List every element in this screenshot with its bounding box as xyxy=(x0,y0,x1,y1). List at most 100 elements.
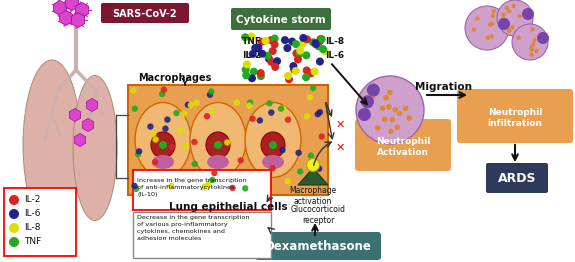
Circle shape xyxy=(302,51,310,59)
Circle shape xyxy=(321,47,329,55)
Circle shape xyxy=(208,88,214,95)
Ellipse shape xyxy=(361,95,374,108)
Circle shape xyxy=(285,117,291,123)
Circle shape xyxy=(485,35,490,40)
Circle shape xyxy=(247,99,254,106)
Circle shape xyxy=(279,147,286,153)
Circle shape xyxy=(497,0,533,36)
Circle shape xyxy=(131,183,138,189)
Text: Cytokine storm: Cytokine storm xyxy=(236,15,326,25)
Circle shape xyxy=(271,63,279,71)
Circle shape xyxy=(9,209,19,219)
Ellipse shape xyxy=(73,75,117,221)
Ellipse shape xyxy=(206,132,230,158)
Circle shape xyxy=(316,58,324,66)
FancyBboxPatch shape xyxy=(133,212,271,258)
Circle shape xyxy=(310,85,316,91)
Circle shape xyxy=(256,69,264,77)
Text: IL-6: IL-6 xyxy=(325,51,344,59)
Text: Neutrophil
infiltration: Neutrophil infiltration xyxy=(488,108,542,128)
Circle shape xyxy=(289,62,297,70)
Circle shape xyxy=(315,111,321,117)
Circle shape xyxy=(507,28,512,33)
Circle shape xyxy=(380,105,385,111)
Circle shape xyxy=(201,184,208,190)
Circle shape xyxy=(288,37,296,46)
Circle shape xyxy=(284,72,292,80)
Circle shape xyxy=(303,35,311,43)
Circle shape xyxy=(306,94,313,100)
Circle shape xyxy=(242,185,248,192)
FancyBboxPatch shape xyxy=(355,119,451,171)
Circle shape xyxy=(397,111,402,116)
FancyBboxPatch shape xyxy=(255,232,381,260)
Circle shape xyxy=(162,125,168,132)
Circle shape xyxy=(269,141,277,149)
Circle shape xyxy=(211,170,217,176)
Circle shape xyxy=(250,68,258,76)
Circle shape xyxy=(241,33,249,41)
Circle shape xyxy=(285,75,293,83)
Circle shape xyxy=(512,24,548,60)
Circle shape xyxy=(356,76,424,144)
Text: ✕: ✕ xyxy=(335,120,344,130)
Circle shape xyxy=(296,150,302,156)
Circle shape xyxy=(394,124,400,130)
Circle shape xyxy=(257,72,265,80)
Ellipse shape xyxy=(245,102,301,177)
Circle shape xyxy=(283,44,292,52)
Circle shape xyxy=(224,139,231,146)
Circle shape xyxy=(258,38,266,46)
Circle shape xyxy=(262,37,270,45)
Circle shape xyxy=(531,42,535,47)
Circle shape xyxy=(269,47,277,55)
Circle shape xyxy=(302,67,310,74)
Circle shape xyxy=(255,44,262,52)
Circle shape xyxy=(511,4,516,8)
Circle shape xyxy=(132,106,138,112)
Circle shape xyxy=(308,152,314,159)
Circle shape xyxy=(229,185,236,191)
Circle shape xyxy=(281,106,287,112)
Circle shape xyxy=(530,27,535,32)
Circle shape xyxy=(532,38,536,42)
Circle shape xyxy=(309,38,317,46)
Circle shape xyxy=(266,100,273,107)
Circle shape xyxy=(243,60,251,68)
Circle shape xyxy=(370,94,375,99)
Circle shape xyxy=(319,45,327,53)
Text: Macrophages: Macrophages xyxy=(139,73,212,83)
Circle shape xyxy=(242,71,250,79)
Circle shape xyxy=(273,57,281,65)
Circle shape xyxy=(388,129,394,134)
Circle shape xyxy=(281,36,289,44)
Circle shape xyxy=(316,37,324,45)
Circle shape xyxy=(375,125,381,131)
Circle shape xyxy=(270,165,276,171)
Circle shape xyxy=(9,237,19,247)
Circle shape xyxy=(292,40,300,48)
Circle shape xyxy=(384,95,389,101)
Circle shape xyxy=(538,36,542,41)
FancyBboxPatch shape xyxy=(101,3,189,23)
Circle shape xyxy=(214,141,222,149)
Circle shape xyxy=(237,157,244,163)
Circle shape xyxy=(407,115,412,121)
Text: IL-8: IL-8 xyxy=(24,223,40,232)
Text: Neutrophil
Activation: Neutrophil Activation xyxy=(376,137,430,157)
Circle shape xyxy=(264,52,272,60)
Circle shape xyxy=(182,143,188,150)
Circle shape xyxy=(294,55,302,63)
Circle shape xyxy=(507,29,511,33)
Text: Increase in the gene transcription
of anti-inflammatorycytokines
(IL-10): Increase in the gene transcription of an… xyxy=(137,178,247,197)
Circle shape xyxy=(177,128,183,134)
Circle shape xyxy=(318,35,325,43)
Circle shape xyxy=(472,28,476,32)
Polygon shape xyxy=(298,168,328,185)
Circle shape xyxy=(317,109,323,115)
Circle shape xyxy=(267,58,275,66)
Circle shape xyxy=(389,117,395,123)
Circle shape xyxy=(297,168,304,175)
Ellipse shape xyxy=(151,132,175,158)
Circle shape xyxy=(233,100,240,106)
